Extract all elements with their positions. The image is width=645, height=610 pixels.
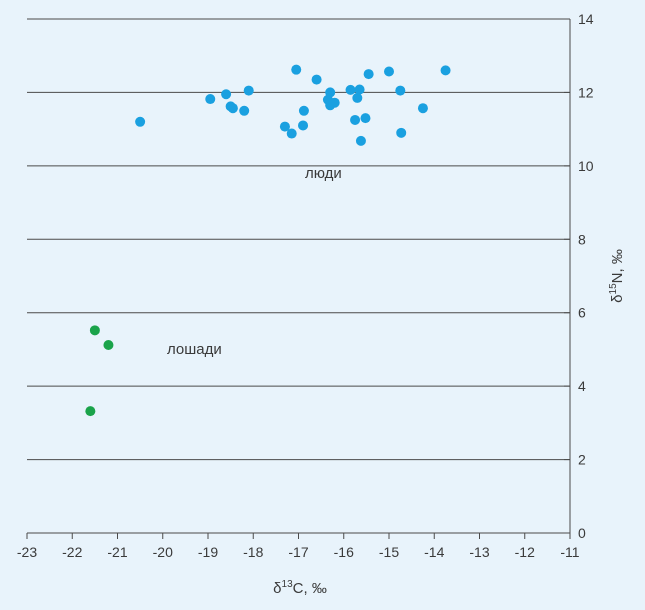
people-point bbox=[354, 84, 365, 95]
y-tick-label: 10 bbox=[578, 158, 594, 174]
people-point bbox=[135, 116, 146, 127]
x-tick-label: -17 bbox=[288, 544, 308, 560]
people-point bbox=[360, 113, 371, 124]
x-tick-labels: -23 -22 -21 -20 -19 -18 -17 -16 -15 -14 -13 -12 -11 bbox=[17, 533, 580, 560]
people-point bbox=[239, 105, 250, 116]
y-tick-label: 2 bbox=[578, 452, 586, 468]
people-point bbox=[355, 135, 366, 146]
people-point bbox=[417, 103, 428, 114]
people-point bbox=[298, 105, 309, 116]
annotation-people: люди bbox=[305, 165, 342, 182]
x-axis-title: δ13C, ‰ bbox=[273, 579, 327, 597]
axes bbox=[27, 19, 571, 534]
people-point bbox=[298, 120, 309, 131]
y-tick-label: 12 bbox=[578, 84, 594, 100]
x-tick-label: -20 bbox=[153, 544, 173, 560]
x-tick-label: -12 bbox=[515, 544, 535, 560]
people-point bbox=[279, 121, 290, 132]
y-tick-label: 8 bbox=[578, 231, 586, 247]
people-point bbox=[205, 94, 216, 105]
data-points bbox=[85, 64, 451, 417]
x-tick-label: -16 bbox=[334, 544, 354, 560]
people-point bbox=[350, 114, 361, 125]
people-point bbox=[395, 85, 406, 96]
people-point bbox=[311, 74, 322, 85]
x-tick-label: -14 bbox=[424, 544, 444, 560]
people-point bbox=[325, 87, 336, 98]
y-tick-labels: 0 2 4 6 8 10 12 14 bbox=[564, 11, 594, 541]
y-tick-label: 6 bbox=[578, 305, 586, 321]
people-point bbox=[329, 97, 340, 108]
y-tick-label: 4 bbox=[578, 378, 586, 394]
horses-point bbox=[85, 406, 96, 417]
people-point bbox=[363, 69, 374, 80]
annotation-horses: лошади bbox=[167, 341, 222, 358]
x-tick-label: -22 bbox=[62, 544, 82, 560]
people-point bbox=[227, 103, 238, 114]
x-tick-label: -13 bbox=[469, 544, 489, 560]
x-tick-label: -18 bbox=[243, 544, 263, 560]
people-point bbox=[243, 85, 254, 96]
y-tick-label: 14 bbox=[578, 11, 594, 27]
people-point bbox=[345, 84, 356, 95]
y-axis-title: δ15N, ‰ bbox=[608, 249, 626, 303]
people-point bbox=[291, 64, 302, 75]
horses-point bbox=[89, 325, 100, 336]
people-point bbox=[286, 128, 297, 139]
people-point bbox=[352, 92, 363, 103]
horses-point bbox=[103, 340, 114, 351]
x-tick-label: -15 bbox=[379, 544, 399, 560]
x-tick-label: -21 bbox=[107, 544, 127, 560]
people-point bbox=[396, 127, 407, 138]
x-tick-label: -23 bbox=[17, 544, 37, 560]
x-tick-label: -19 bbox=[198, 544, 218, 560]
people-point bbox=[221, 89, 232, 100]
people-point bbox=[384, 66, 394, 77]
x-tick-label: -11 bbox=[560, 544, 579, 560]
people-point bbox=[440, 65, 451, 76]
grid-lines bbox=[27, 18, 570, 461]
y-tick-label: 0 bbox=[578, 525, 586, 541]
